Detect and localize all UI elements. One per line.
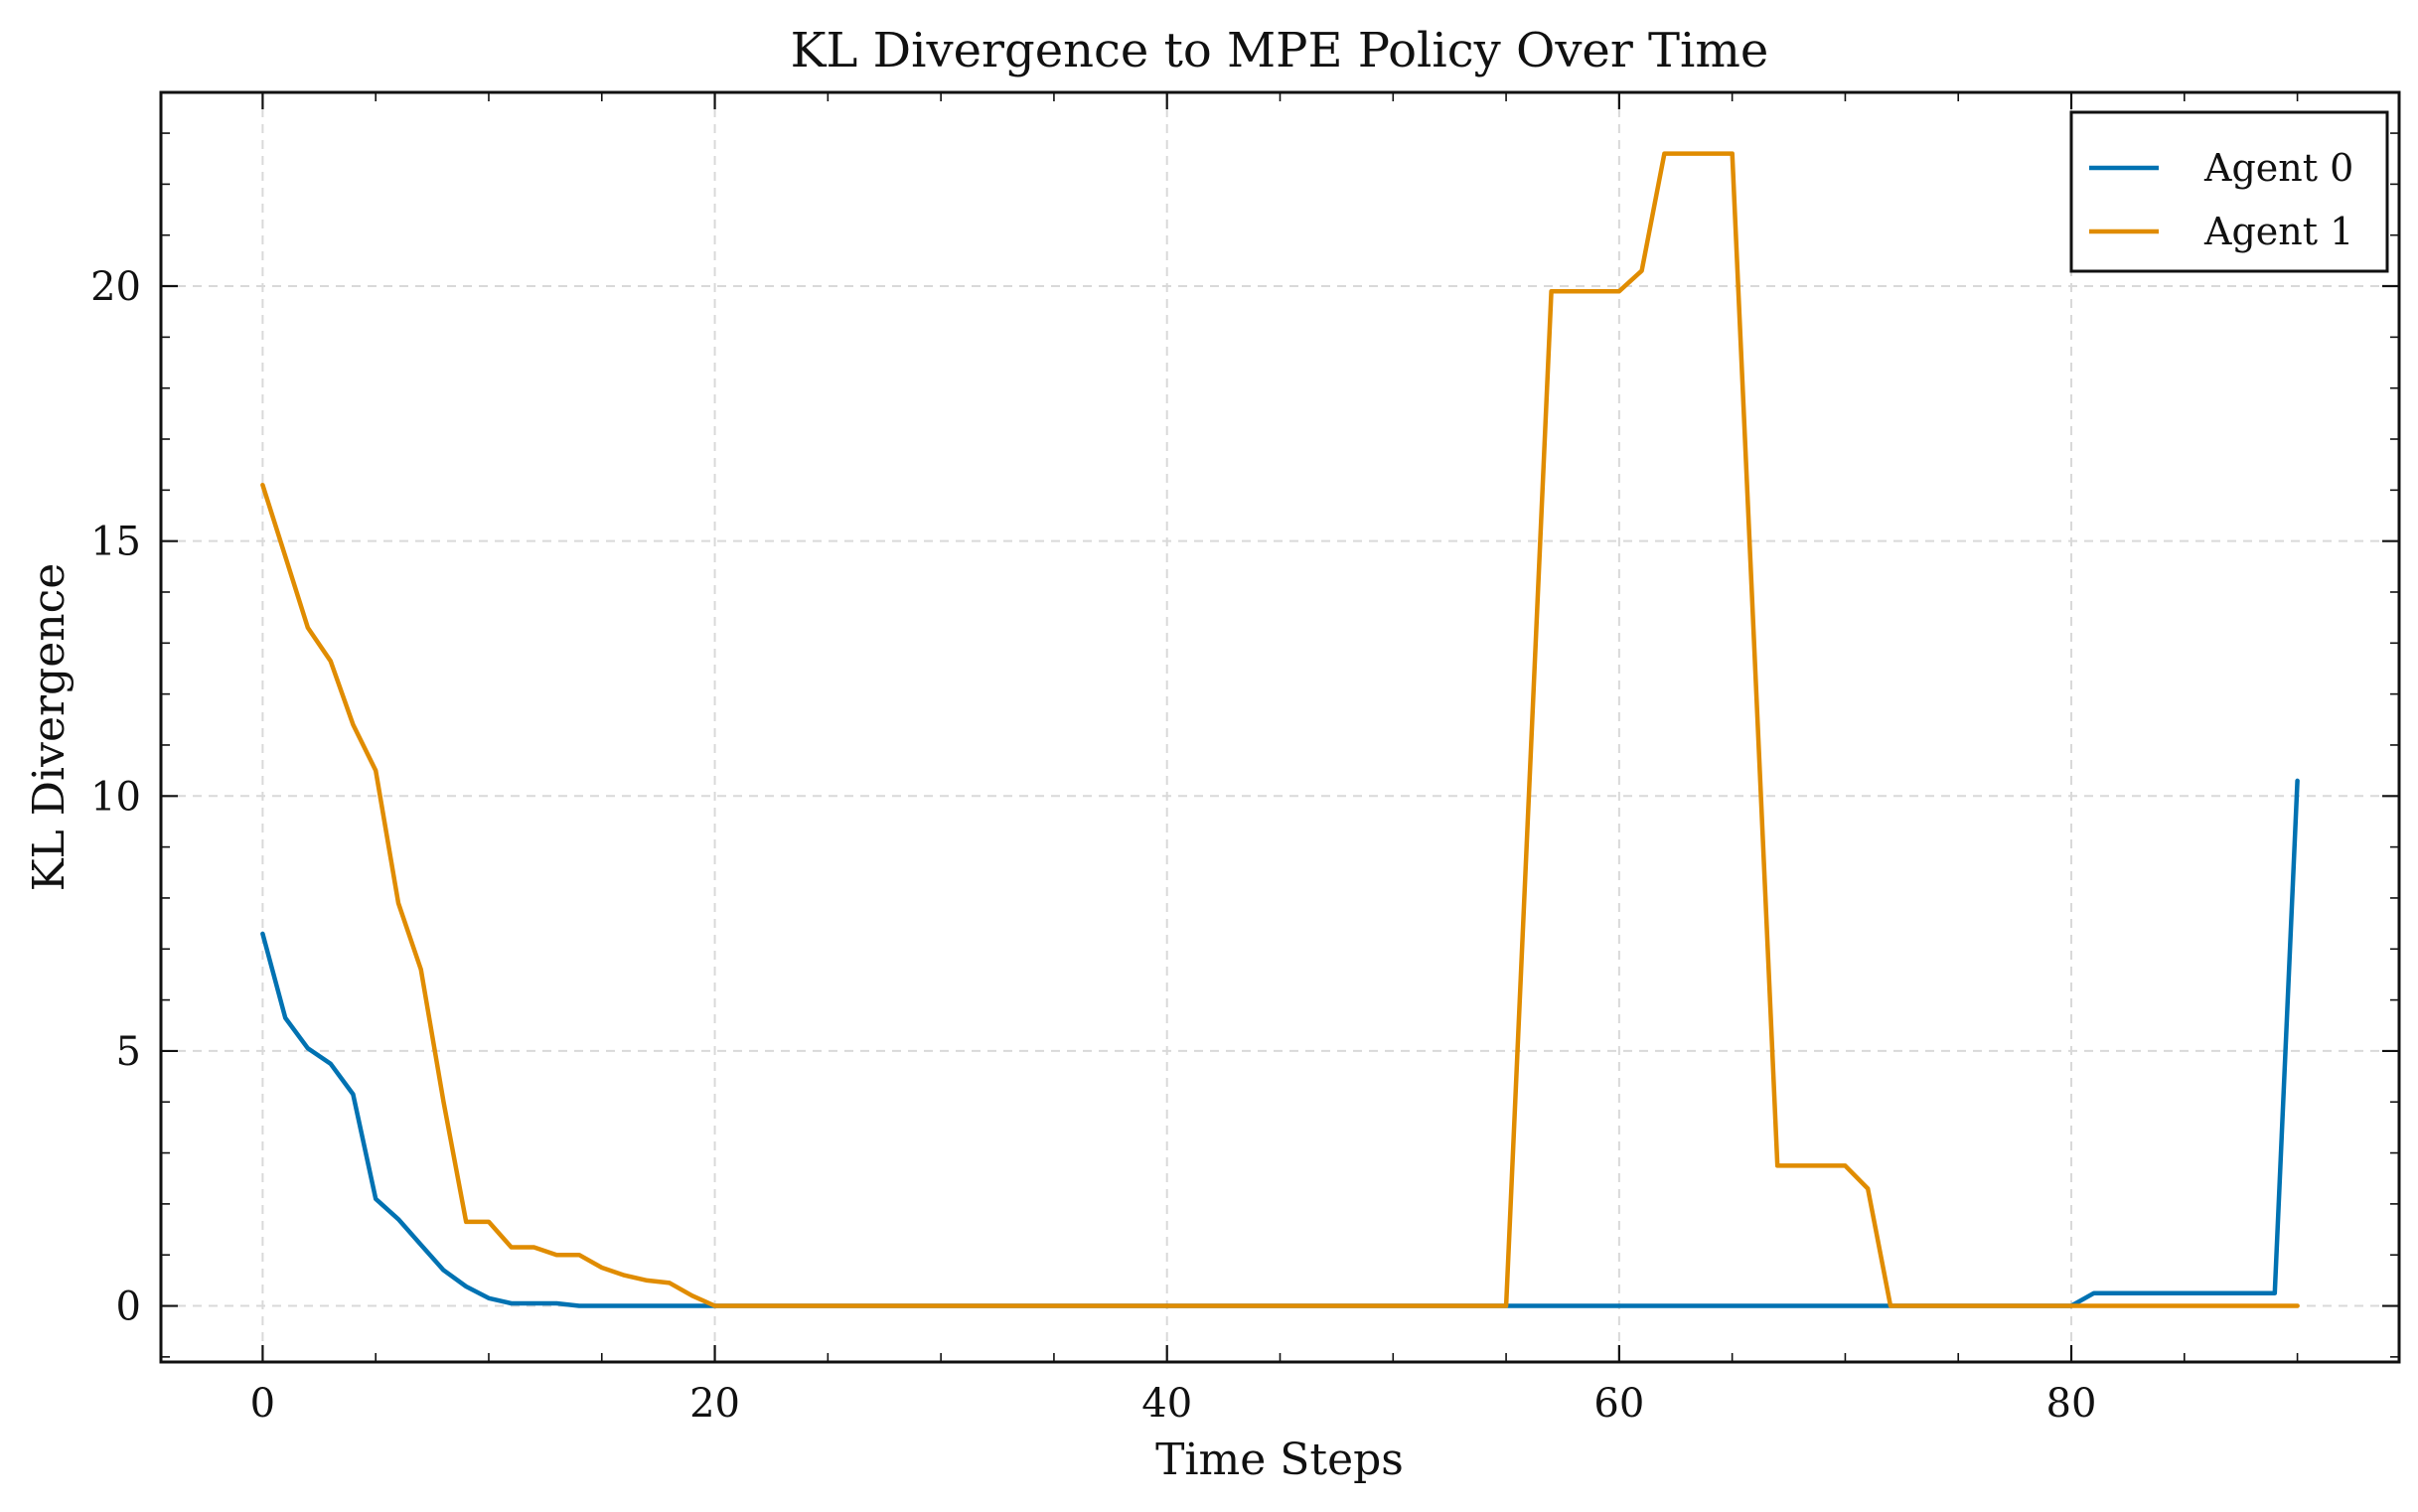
x-tick-label: 80 [2046, 1381, 2097, 1427]
legend-label: Agent 0 [2203, 146, 2353, 190]
series-lines [260, 151, 2300, 1308]
x-axis-label: Time Steps [1155, 1435, 1404, 1485]
chart-title: KL Divergence to MPE Policy Over Time [791, 23, 1769, 78]
x-tick-label: 40 [1141, 1381, 1192, 1427]
y-axis-label: KL Divergence [24, 563, 75, 892]
y-tick-label: 5 [116, 1029, 141, 1075]
series-line-agent-1 [260, 151, 2300, 1308]
legend-label: Agent 1 [2203, 210, 2353, 253]
y-tick-label: 15 [90, 520, 141, 565]
legend: Agent 0 Agent 1 [2069, 110, 2389, 273]
x-tick-label: 0 [250, 1381, 275, 1427]
y-tick-label: 20 [90, 264, 141, 310]
x-tick-label: 60 [1593, 1381, 1644, 1427]
y-tick-label: 10 [90, 774, 141, 820]
axis-ticks: 0 20 40 60 80 0 5 10 15 20 [90, 92, 2399, 1427]
y-tick-label: 0 [116, 1285, 141, 1330]
series-line-agent-0 [260, 778, 2300, 1308]
legend-box [2069, 110, 2389, 273]
x-tick-label: 20 [689, 1381, 740, 1427]
